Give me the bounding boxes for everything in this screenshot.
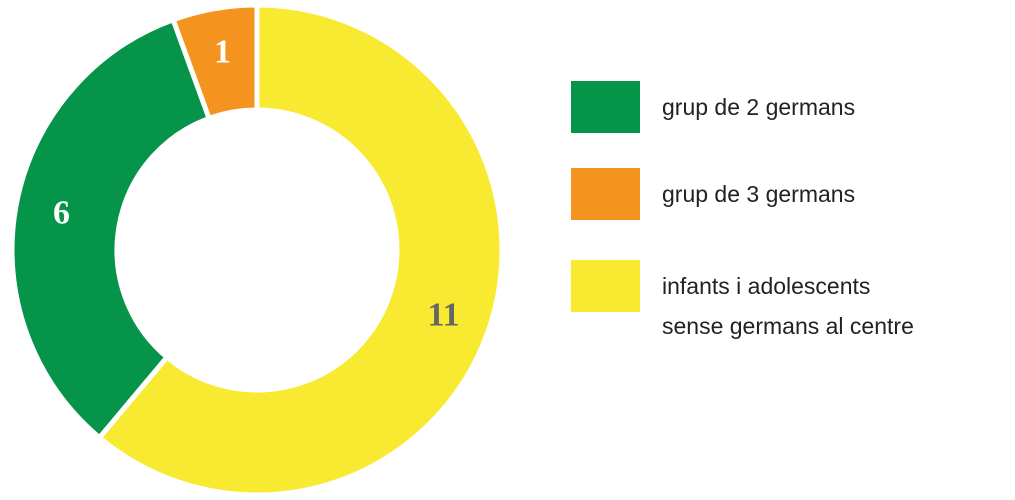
value-label: 6 (53, 194, 70, 231)
legend-label: grup de 3 germans (662, 181, 856, 207)
legend-label: infants i adolescents sense germans al c… (662, 273, 914, 339)
legend-swatch (571, 260, 640, 312)
value-label: 11 (427, 297, 459, 334)
donut-slice (95, 2, 505, 498)
legend-label: grup de 2 germans (662, 94, 856, 120)
value-label: 1 (214, 33, 231, 70)
legend-swatch (571, 168, 640, 220)
legend-swatch (571, 81, 640, 133)
donut-slice (9, 16, 213, 442)
